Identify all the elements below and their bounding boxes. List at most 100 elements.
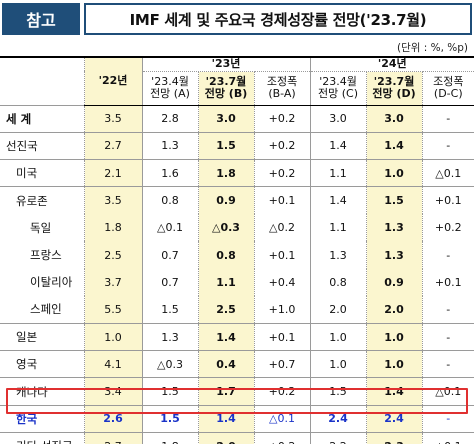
value-23-apr: 0.7 (141, 241, 198, 269)
value-23-jul: 0.8 (197, 241, 254, 269)
country-name: 유로존 (0, 186, 84, 215)
value-23-adj: +0.2 (253, 104, 311, 133)
value-23-apr: 0.8 (141, 186, 198, 215)
unit-note: (단위 : %, %p) (396, 42, 468, 54)
value-23-apr: 1.5 (141, 377, 198, 406)
value-24-apr: 1.0 (309, 350, 367, 378)
table-body: 세 계 3.5 2.8 3.0 +0.2 3.0 3.0- 선진국 2.7 1.3 1.5 +0.2 1… (0, 104, 474, 444)
value-23-adj: +0.1 (253, 322, 311, 351)
value-23-adj: +0.7 (253, 350, 311, 378)
table-row: 독일 1.8 △0.1 △0.3 △0.2 1.1 1.3 +0.2 (0, 214, 474, 242)
country-name: 캐나다 (0, 377, 84, 406)
value-23-jul: △0.3 (197, 214, 254, 242)
value-24-jul: 1.0 (365, 159, 423, 187)
value-24-apr: 1.0 (309, 322, 367, 351)
value-24-adj: +0.1 (421, 186, 474, 215)
value-24-apr: 2.4 (309, 404, 367, 433)
country-name: 영국 (0, 350, 84, 378)
value-23-adj: +1.0 (253, 296, 311, 324)
col-header-2023: '23년 (141, 56, 311, 72)
value-23-jul: 1.4 (197, 322, 254, 351)
value-23-adj: +0.1 (253, 241, 311, 269)
value-24-jul: 1.5 (365, 186, 423, 215)
table-row: 선진국 2.7 1.3 1.5 +0.2 1.4 1.4- (0, 131, 474, 160)
value-24-apr: 1.4 (309, 186, 367, 215)
value-23-jul: 2.0 (197, 432, 254, 444)
value-23-apr: 1.8 (141, 432, 198, 444)
value-24-jul: 1.3 (365, 214, 423, 242)
value-23-jul: 1.8 (197, 159, 254, 187)
value-24-adj: △0.1 (421, 159, 474, 187)
country-name: 스페인 (30, 302, 62, 317)
value-23-adj: +0.4 (253, 268, 311, 297)
country-name: 미국 (0, 159, 84, 187)
value-23-apr: 2.8 (141, 104, 198, 133)
value-23-jul: 2.5 (197, 296, 254, 324)
value-2022: 3.4 (83, 377, 142, 406)
country-header (0, 56, 84, 105)
value-23-apr: 1.3 (141, 322, 198, 351)
value-23-adj: +0.2 (253, 131, 311, 160)
value-24-jul: 1.0 (365, 350, 423, 378)
value-24-adj: +0.1 (421, 268, 474, 297)
value-23-apr: 0.7 (141, 268, 198, 297)
country-name: 프랑스 (30, 248, 62, 263)
value-2022: 1.8 (83, 214, 142, 242)
country-name: 이탈리아 (30, 275, 73, 290)
value-23-adj: +0.2 (253, 432, 311, 444)
value-2022: 2.1 (83, 159, 142, 187)
value-2022: 3.5 (83, 104, 142, 133)
value-24-apr: 1.1 (309, 159, 367, 187)
value-2022: 4.1 (83, 350, 142, 378)
value-2022: 3.5 (83, 186, 142, 215)
value-23-jul: 0.4 (197, 350, 254, 378)
value-23-jul: 0.9 (197, 186, 254, 215)
country-name: 한국 (0, 404, 84, 433)
country-name: 세 계 (0, 104, 84, 133)
table-row: 캐나다 3.4 1.5 1.7 +0.2 1.5 1.4 △0.1 (0, 377, 474, 406)
value-23-adj: +0.2 (253, 377, 311, 406)
table-row: 이탈리아 3.7 0.7 1.1 +0.4 0.8 0.9 +0.1 (0, 268, 474, 297)
value-24-apr: 1.3 (309, 241, 367, 269)
value-24-adj: - (421, 404, 474, 433)
value-23-apr: 1.3 (141, 131, 198, 160)
value-24-apr: 3.0 (309, 104, 367, 133)
value-2022: 2.7 (83, 432, 142, 444)
value-23-adj: △0.1 (253, 404, 311, 433)
country-name: 독일 (30, 220, 52, 235)
value-23-adj: △0.2 (253, 214, 311, 242)
col-header-24-apr: '23.4월 전망 (C) (309, 71, 367, 106)
value-24-jul: 1.4 (365, 131, 423, 160)
value-2022: 3.7 (83, 268, 142, 297)
col-header-2022: '22년 (83, 56, 142, 106)
value-23-adj: +0.1 (253, 186, 311, 215)
value-24-apr: 1.4 (309, 131, 367, 160)
value-24-jul: 2.0 (365, 296, 423, 324)
table-row: 유로존 3.5 0.8 0.9 +0.1 1.4 1.5 +0.1 (0, 186, 474, 215)
value-24-jul: 1.4 (365, 377, 423, 406)
col-header-24-adj: 조정폭 (D-C) (421, 71, 474, 106)
value-24-adj: - (421, 104, 474, 133)
value-24-apr: 1.1 (309, 214, 367, 242)
table-row: 스페인 5.5 1.5 2.5 +1.0 2.0 2.0- (0, 296, 474, 324)
value-24-jul: 2.3 (365, 432, 423, 444)
value-24-apr: 0.8 (309, 268, 367, 297)
country-name: 기타 선진국 (0, 432, 84, 444)
value-24-jul: 1.3 (365, 241, 423, 269)
value-2022: 2.5 (83, 241, 142, 269)
value-23-apr: △0.3 (141, 350, 198, 378)
col-header-23-apr: '23.4월 전망 (A) (141, 71, 198, 106)
value-24-adj: - (421, 131, 474, 160)
col-header-23-adj: 조정폭 (B-A) (253, 71, 311, 106)
value-23-jul: 1.4 (197, 404, 254, 433)
country-name: 선진국 (0, 131, 84, 160)
value-23-adj: +0.2 (253, 159, 311, 187)
value-24-jul: 3.0 (365, 104, 423, 133)
col-header-23-jul: '23.7월 전망 (B) (197, 71, 254, 106)
value-2022: 2.6 (83, 404, 142, 433)
value-23-apr: △0.1 (141, 214, 198, 242)
table-row: 미국 2.1 1.6 1.8 +0.2 1.1 1.0 △0.1 (0, 159, 474, 187)
value-2022: 1.0 (83, 322, 142, 351)
value-23-jul: 1.7 (197, 377, 254, 406)
value-24-apr: 1.5 (309, 377, 367, 406)
